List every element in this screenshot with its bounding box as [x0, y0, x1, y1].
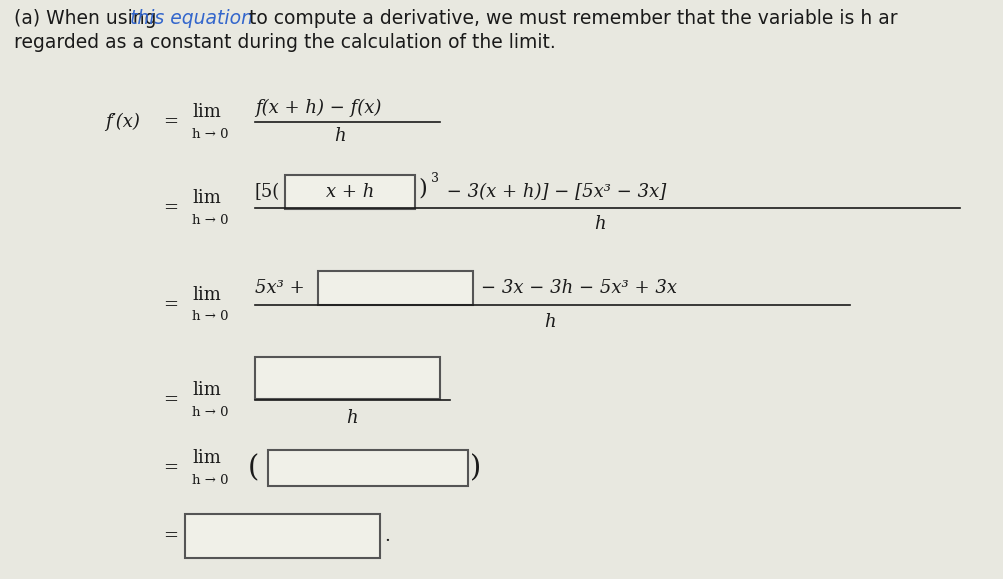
Text: (: (	[248, 454, 259, 482]
Text: h → 0: h → 0	[192, 214, 229, 226]
Bar	[268, 450, 467, 486]
Text: f′(x): f′(x)	[105, 113, 139, 131]
Text: lim: lim	[192, 189, 221, 207]
Text: x + h: x + h	[326, 183, 374, 201]
Text: (a) When using: (a) When using	[14, 9, 162, 27]
Text: =: =	[162, 459, 178, 477]
Text: h: h	[334, 127, 345, 145]
Bar	[318, 271, 472, 305]
Text: lim: lim	[192, 103, 221, 121]
Text: h: h	[594, 215, 605, 233]
Text: ): )	[417, 178, 426, 200]
Bar	[255, 357, 439, 399]
Text: ): )	[469, 454, 480, 482]
Text: lim: lim	[192, 286, 221, 304]
Text: =: =	[162, 113, 178, 131]
Text: h → 0: h → 0	[192, 127, 229, 141]
Text: =: =	[162, 296, 178, 314]
Text: [5(: [5(	[255, 183, 280, 201]
Text: =: =	[162, 199, 178, 217]
Text: h → 0: h → 0	[192, 405, 229, 419]
Text: 3: 3	[430, 171, 438, 185]
Text: this equation: this equation	[129, 9, 253, 27]
Text: − 3(x + h)] − [5x³ − 3x]: − 3(x + h)] − [5x³ − 3x]	[440, 183, 666, 201]
Bar	[285, 175, 414, 209]
Text: h: h	[544, 313, 556, 331]
Text: lim: lim	[192, 449, 221, 467]
Text: f(x + h) − f(x): f(x + h) − f(x)	[255, 99, 381, 117]
Text: 5x³ +: 5x³ +	[255, 279, 305, 297]
Text: regarded as a constant during the calculation of the limit.: regarded as a constant during the calcul…	[14, 32, 556, 52]
Text: − 3x − 3h − 5x³ + 3x: − 3x − 3h − 5x³ + 3x	[480, 279, 676, 297]
Text: .: .	[383, 527, 389, 545]
Text: =: =	[162, 391, 178, 409]
Text: h → 0: h → 0	[192, 474, 229, 486]
Text: lim: lim	[192, 381, 221, 399]
Bar	[185, 514, 379, 558]
Text: =: =	[162, 527, 178, 545]
Text: h → 0: h → 0	[192, 310, 229, 324]
Text: h: h	[346, 409, 357, 427]
Text: to compute a derivative, we must remember that the variable is h ar: to compute a derivative, we must remembe…	[243, 9, 897, 27]
